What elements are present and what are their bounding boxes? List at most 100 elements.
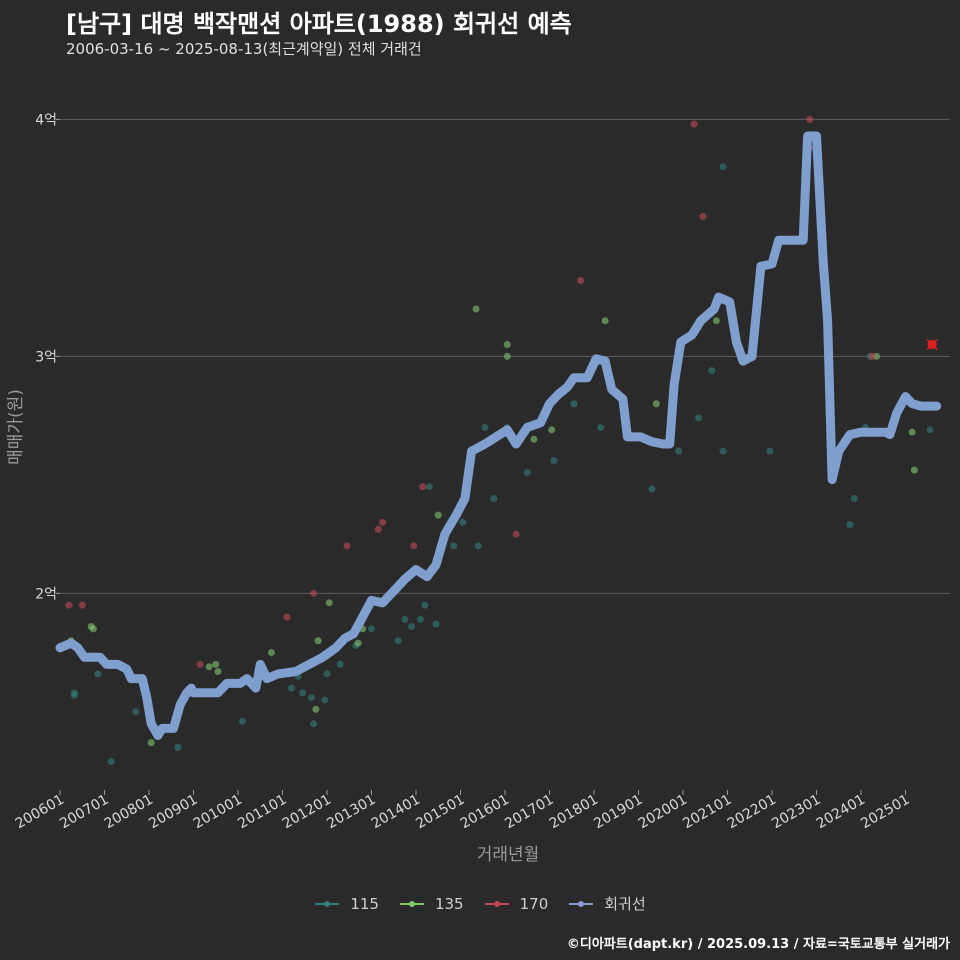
point-170	[310, 589, 318, 597]
x-tick-label: 201601	[458, 792, 512, 833]
point-115	[550, 457, 558, 465]
x-tick-label: 202501	[858, 792, 912, 833]
x-tick-label: 201901	[591, 792, 645, 833]
x-tick-label: 200701	[57, 792, 111, 833]
x-tick-label: 201201	[280, 792, 334, 833]
point-135	[434, 511, 442, 519]
x-tick-label: 200901	[146, 792, 200, 833]
point-115	[307, 694, 315, 702]
point-135	[89, 625, 97, 633]
point-115	[107, 758, 115, 766]
legend-label: 135	[434, 894, 464, 913]
y-tick-label: 2억	[35, 586, 57, 602]
point-135	[910, 466, 918, 474]
point-115	[675, 447, 683, 455]
x-axis-title: 거래년월	[477, 845, 540, 865]
point-170	[374, 525, 382, 533]
x-tick-label: 202001	[636, 792, 690, 833]
point-170	[512, 530, 520, 538]
point-135	[205, 663, 213, 671]
point-115	[523, 468, 531, 476]
point-115	[719, 163, 727, 171]
point-115	[481, 423, 489, 431]
point-115	[174, 743, 182, 751]
point-115	[336, 660, 344, 668]
legend-label: 115	[350, 894, 379, 913]
point-115	[132, 708, 140, 716]
x-tick-label: 201301	[324, 792, 378, 833]
point-135	[214, 668, 222, 676]
point-115	[850, 495, 858, 503]
point-135	[652, 400, 660, 408]
point-115	[474, 542, 482, 550]
point-170	[690, 120, 698, 128]
point-115	[570, 400, 578, 408]
point-135	[712, 317, 720, 325]
point-115	[425, 483, 433, 491]
point-170	[379, 518, 387, 526]
legend-label: 170	[519, 894, 549, 913]
x-tick-label: 202101	[680, 792, 734, 833]
point-135	[314, 637, 322, 645]
point-115	[708, 367, 716, 375]
point-115	[238, 717, 246, 725]
point-115	[597, 423, 605, 431]
point-115	[408, 622, 416, 630]
point-115	[695, 414, 703, 422]
point-135	[267, 649, 275, 657]
point-115	[432, 620, 440, 628]
point-170	[65, 601, 73, 609]
point-115	[648, 485, 656, 493]
point-170	[196, 660, 204, 668]
point-115	[299, 689, 307, 697]
point-115	[421, 601, 429, 609]
point-170	[283, 613, 291, 621]
legend-item-회귀선: 회귀선	[568, 893, 646, 914]
point-170	[419, 483, 427, 491]
point-135	[503, 341, 511, 349]
point-135	[908, 428, 916, 436]
x-tick-label: 200601	[13, 792, 67, 833]
legend-key-icon	[569, 900, 594, 907]
point-115	[401, 615, 409, 623]
x-tick-label: 201001	[191, 792, 245, 833]
legend: 115 135 170 회귀선	[0, 893, 960, 914]
point-115	[323, 670, 331, 678]
point-135	[212, 660, 220, 668]
point-115	[70, 691, 78, 699]
chart-title: [남구] 대명 백작맨션 아파트(1988) 회귀선 예측	[66, 10, 572, 38]
point-135	[472, 305, 480, 313]
x-tick-label: 201501	[413, 792, 467, 833]
x-tick-label: 201801	[547, 792, 601, 833]
x-tick-label: 201101	[235, 792, 289, 833]
latest-trade-cross	[926, 338, 938, 351]
x-tick-label: 201401	[369, 792, 423, 833]
point-135	[312, 705, 320, 713]
point-115	[321, 696, 329, 704]
point-115	[926, 426, 934, 434]
x-tick-label: 201701	[502, 792, 556, 833]
point-115	[287, 684, 295, 692]
legend-key-icon	[399, 900, 424, 907]
point-115	[766, 447, 774, 455]
legend-key-icon	[315, 900, 340, 907]
point-135	[354, 639, 362, 647]
point-135	[325, 599, 333, 607]
y-axis-title: 매매가(원)	[6, 389, 26, 465]
chart-subtitle: 2006-03-16 ~ 2025-08-13(최근계약일) 전체 거래건	[66, 40, 422, 58]
point-115	[368, 625, 375, 633]
point-135	[503, 352, 511, 360]
point-115	[450, 542, 458, 550]
x-tick-label: 202201	[725, 792, 779, 833]
legend-item-135: 135	[399, 895, 464, 913]
point-135	[548, 426, 556, 434]
legend-item-115: 115	[314, 895, 379, 913]
point-115	[846, 521, 854, 529]
point-170	[410, 542, 418, 550]
x-tick-label: 202401	[814, 792, 868, 833]
legend-key-icon	[484, 900, 509, 907]
point-135	[147, 739, 155, 747]
y-tick-label: 3억	[35, 349, 57, 365]
point-170	[868, 352, 876, 360]
point-170	[343, 542, 351, 550]
